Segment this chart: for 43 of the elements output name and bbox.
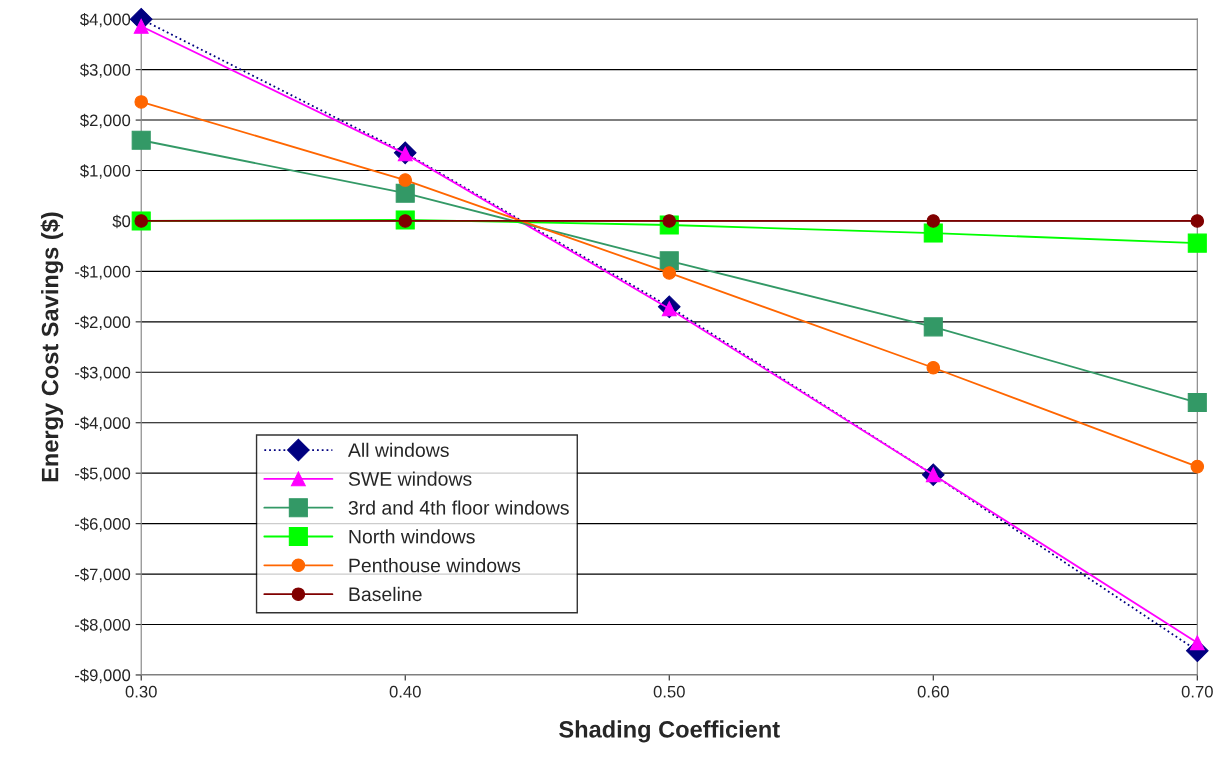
y-tick-label: $0 — [112, 214, 131, 229]
x-tick-label: 0.70 — [1181, 685, 1213, 698]
y-tick-label: -$6,000 — [75, 517, 131, 532]
point — [659, 251, 679, 271]
legend-label: Baseline — [349, 586, 422, 602]
x-axis-title: Shading Coefficient — [559, 720, 780, 743]
legend-label: All windows — [347, 442, 449, 458]
y-tick-label: $4,000 — [80, 12, 131, 28]
y-tick-label: $1,000 — [80, 164, 131, 179]
x-tick-label: 0.40 — [389, 685, 421, 698]
legend-label: Penthouse windows — [349, 558, 521, 573]
point — [131, 130, 151, 150]
point — [1190, 459, 1205, 474]
y-tick-label: -$5,000 — [75, 466, 131, 482]
legend-label: North windows — [349, 529, 475, 544]
y-tick-label: -$4,000 — [75, 416, 131, 431]
point — [133, 18, 149, 34]
point — [1187, 233, 1207, 253]
y-tick-label: $3,000 — [80, 63, 131, 78]
point — [398, 173, 413, 187]
point — [134, 95, 148, 109]
y-axis-title: Energy Cost Savings ($) — [40, 212, 64, 482]
y-tick-label: -$9,000 — [75, 668, 131, 684]
y-tick-label: $2,000 — [80, 113, 131, 129]
y-tick-label: -$1,000 — [75, 265, 131, 280]
legend-label: SWE windows — [348, 471, 472, 486]
point — [926, 360, 941, 375]
y-tick-label: -$3,000 — [75, 365, 131, 381]
point — [923, 317, 943, 337]
y-tick-label: -$7,000 — [75, 567, 131, 583]
y-tick-label: -$2,000 — [75, 315, 131, 331]
x-tick-label: 0.60 — [917, 685, 949, 698]
point — [923, 223, 943, 243]
x-tick-label: 0.30 — [125, 685, 157, 698]
point — [1190, 214, 1205, 228]
y-tick-label: -$8,000 — [75, 618, 131, 633]
x-tick-label: 0.50 — [653, 685, 685, 698]
point — [395, 183, 415, 203]
point — [926, 214, 941, 228]
point — [662, 266, 677, 280]
legend-label: 3rd and 4th floor windows — [348, 500, 569, 515]
point — [1189, 635, 1205, 651]
point — [1187, 393, 1207, 413]
